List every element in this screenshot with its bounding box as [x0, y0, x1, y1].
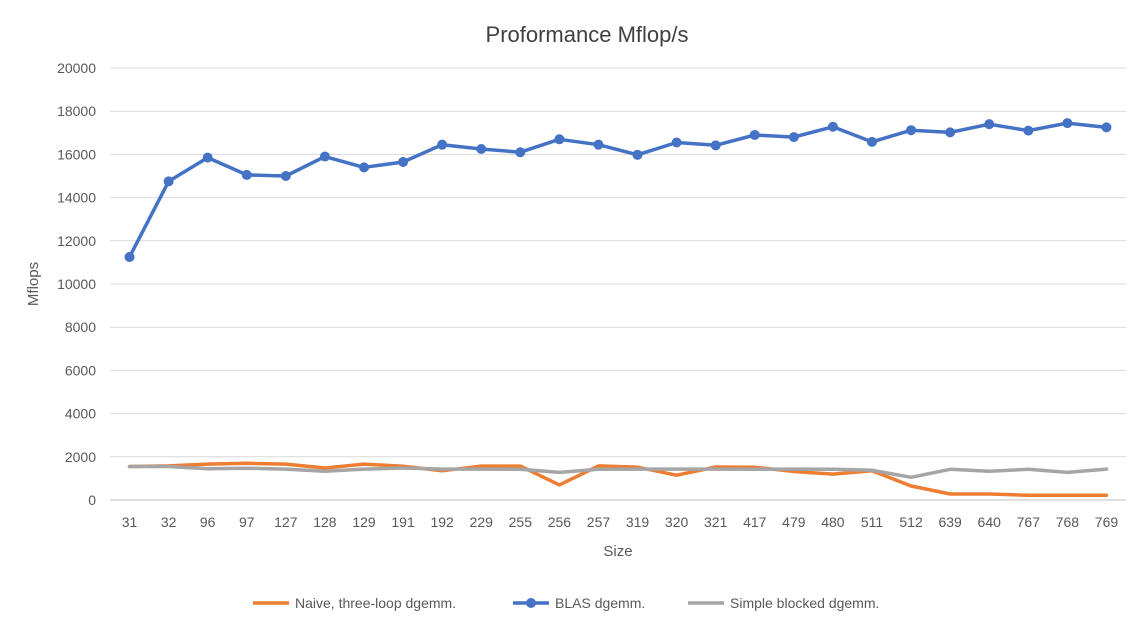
x-tick-label: 767: [1017, 514, 1041, 530]
data-point: [1101, 122, 1112, 133]
data-point: [437, 139, 448, 150]
x-tick-label: 97: [239, 514, 255, 530]
x-tick-label: 319: [626, 514, 650, 530]
series-line: [127, 121, 1109, 259]
series-group: [127, 464, 1109, 480]
data-point: [671, 137, 682, 148]
x-tick-label: 769: [1095, 514, 1119, 530]
x-tick-label: 417: [743, 514, 767, 530]
y-axis-ticks: 0 2000 4000 6000 8000 10000 12000 14000 16000 180…: [57, 60, 96, 508]
data-point: [593, 139, 604, 150]
x-tick-label: 320: [665, 514, 689, 530]
x-tick-label: 768: [1056, 514, 1080, 530]
data-point: [1023, 125, 1034, 136]
data-point: [906, 125, 917, 136]
y-tick-label: 14000: [57, 190, 96, 206]
data-point: [124, 252, 135, 262]
x-tick-label: 32: [161, 514, 177, 530]
x-tick-label: 192: [430, 514, 454, 530]
x-tick-label: 255: [509, 514, 533, 530]
x-tick-label: 480: [821, 514, 845, 530]
y-tick-label: 10000: [57, 276, 96, 292]
legend-item: Naive, three-loop dgemm.: [253, 595, 456, 611]
legend-label: BLAS dgemm.: [555, 595, 645, 611]
x-tick-label: 129: [352, 514, 376, 530]
data-point: [788, 132, 799, 143]
gridlines: [110, 67, 1126, 501]
y-axis-label: Mflops: [25, 262, 42, 306]
x-axis-ticks: 31 32 96 97 127 128 129 191 192 229 255 256 257 319 32…: [122, 514, 1119, 530]
y-tick-label: 18000: [57, 103, 96, 119]
chart-title: Proformance Mflop/s: [486, 22, 689, 47]
x-tick-label: 96: [200, 514, 216, 530]
data-point: [984, 119, 995, 130]
y-tick-label: 0: [88, 492, 96, 508]
y-tick-label: 8000: [65, 319, 96, 335]
data-point: [554, 134, 565, 145]
series-group: [124, 118, 1112, 262]
data-point: [749, 129, 760, 140]
x-tick-label: 511: [861, 514, 884, 530]
x-tick-label: 257: [587, 514, 611, 530]
x-tick-label: 640: [978, 514, 1002, 530]
data-point: [1062, 118, 1073, 129]
data-point: [827, 121, 838, 132]
data-point: [359, 162, 369, 173]
data-point: [163, 176, 174, 187]
legend: Naive, three-loop dgemm. BLAS dgemm. Simpl…: [253, 595, 879, 611]
series-line: [127, 464, 1109, 480]
legend-label: Simple blocked dgemm.: [730, 595, 879, 611]
x-tick-label: 256: [548, 514, 572, 530]
series-group: [127, 461, 1109, 497]
x-tick-label: 639: [938, 514, 962, 530]
data-point: [319, 151, 330, 162]
data-point: [632, 149, 643, 160]
data-point: [280, 171, 291, 181]
y-tick-label: 6000: [65, 362, 96, 378]
data-point: [476, 144, 487, 154]
y-tick-label: 20000: [57, 60, 96, 76]
data-point: [515, 147, 526, 158]
x-tick-label: 229: [470, 514, 494, 530]
legend-label: Naive, three-loop dgemm.: [295, 595, 456, 611]
x-tick-label: 128: [313, 514, 337, 530]
x-tick-label: 512: [899, 514, 923, 530]
data-point: [945, 127, 956, 138]
legend-marker: [526, 598, 536, 608]
legend-item: BLAS dgemm.: [513, 595, 645, 611]
data-point: [398, 156, 409, 167]
x-tick-label: 31: [122, 514, 138, 530]
y-tick-label: 16000: [57, 146, 96, 162]
y-tick-label: 2000: [65, 449, 96, 465]
series-lines: [124, 118, 1112, 497]
x-tick-label: 127: [274, 514, 298, 530]
data-point: [710, 140, 721, 151]
data-point: [867, 136, 877, 147]
y-tick-label: 12000: [57, 233, 96, 249]
x-tick-label: 191: [391, 514, 415, 530]
x-tick-label: 479: [782, 514, 806, 530]
series-line: [127, 461, 1109, 497]
legend-item: Simple blocked dgemm.: [688, 595, 879, 611]
x-tick-label: 321: [704, 514, 728, 530]
data-point: [202, 152, 213, 163]
x-axis-label: Size: [603, 543, 632, 560]
y-tick-label: 4000: [65, 406, 96, 422]
data-point: [241, 169, 252, 180]
